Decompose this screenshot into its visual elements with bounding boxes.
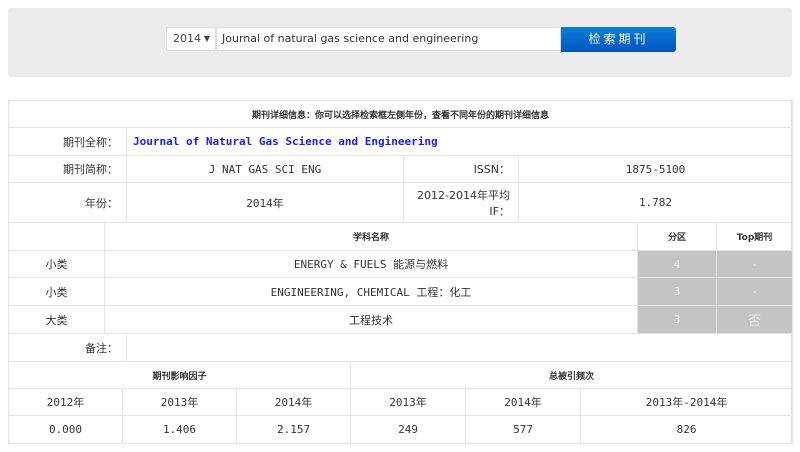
- citation-header: 总被引频次: [350, 361, 794, 389]
- year-cell: 2013年-2014年: [580, 388, 794, 416]
- year-label: 年份：: [8, 182, 127, 223]
- impact-factor-header: 期刊影响因子: [7, 361, 352, 389]
- detail-header: 期刊详细信息：你可以选择检索框左侧年份，查看不同年份的期刊详细信息: [7, 100, 794, 128]
- year-cell: 2012年: [8, 388, 123, 416]
- top-value: -: [716, 250, 793, 278]
- year-value: 2014: [173, 32, 201, 45]
- top-value: -: [716, 277, 793, 306]
- year-cell: 2014年: [235, 388, 352, 416]
- journal-info-table: 期刊详细信息：你可以选择检索框左侧年份，查看不同年份的期刊详细信息 期刊全称： J…: [7, 100, 794, 223]
- category-type: 大类: [8, 305, 105, 334]
- issn-label: ISSN：: [403, 155, 519, 183]
- subject-name: ENERGY & FUELS 能源与燃料: [104, 250, 638, 278]
- value-cell: 1.406: [122, 415, 237, 444]
- zone-value: 3: [637, 277, 717, 306]
- category-type: 小类: [8, 250, 105, 278]
- zone-header: 分区: [637, 222, 717, 251]
- search-button[interactable]: 检索期刊: [561, 27, 676, 52]
- value-cell: 2.157: [235, 415, 352, 444]
- value-cell: 577: [465, 415, 582, 444]
- value-cell: 0.000: [8, 415, 123, 444]
- dropdown-arrow-icon: ▼: [203, 34, 210, 43]
- avg-if-label: 2012-2014年平均IF：: [403, 182, 519, 223]
- subject-table: 学科名称 分区 Top期刊 小类 ENERGY & FUELS 能源与燃料 4- 小类 E…: [8, 222, 793, 334]
- abbr-label: 期刊简称：: [8, 155, 127, 183]
- note-label: 备注：: [8, 333, 127, 362]
- top-value: 否: [716, 305, 793, 334]
- year-cell: 2013年: [350, 388, 467, 416]
- table-row: 0.000 1.406 2.157 249 577 826: [8, 415, 794, 444]
- search-input[interactable]: Journal of natural gas science and engin…: [216, 27, 561, 51]
- avg-if-value: 1.782: [517, 182, 794, 223]
- year-cell: 2014年: [465, 388, 582, 416]
- value-cell: 826: [580, 415, 794, 444]
- table-row: 大类 工程技术 3 否: [8, 305, 793, 334]
- zone-value: 4: [637, 250, 717, 278]
- subject-name: ENGINEERING, CHEMICAL 工程：化工: [104, 277, 638, 306]
- note-value: [126, 333, 793, 362]
- category-type: 小类: [8, 277, 105, 306]
- year-value: 2014年: [126, 182, 404, 223]
- metrics-table: 期刊影响因子 总被引频次 2012年 2013年 2014年 2013年 2014年 201…: [7, 361, 794, 444]
- top-header: Top期刊: [716, 222, 793, 251]
- year-select[interactable]: 2014 ▼: [166, 27, 216, 51]
- subject-name: 工程技术: [104, 305, 638, 334]
- full-name-label: 期刊全称：: [8, 127, 127, 156]
- issn-value: 1875-5100: [517, 155, 794, 183]
- table-row: 小类 ENERGY & FUELS 能源与燃料 4-: [8, 250, 793, 278]
- value-cell: 249: [350, 415, 467, 444]
- table-row: 小类 ENGINEERING, CHEMICAL 工程：化工 3-: [8, 277, 793, 306]
- abbr-value: J NAT GAS SCI ENG: [126, 155, 404, 183]
- subject-name-header: 学科名称: [104, 222, 638, 251]
- year-cell: 2013年: [122, 388, 237, 416]
- full-name-link[interactable]: Journal of Natural Gas Science and Engin…: [125, 127, 794, 156]
- note-table: 备注：: [8, 333, 793, 362]
- table-row: 2012年 2013年 2014年 2013年 2014年 2013年-2014年: [8, 388, 794, 416]
- zone-value: 3: [637, 305, 717, 334]
